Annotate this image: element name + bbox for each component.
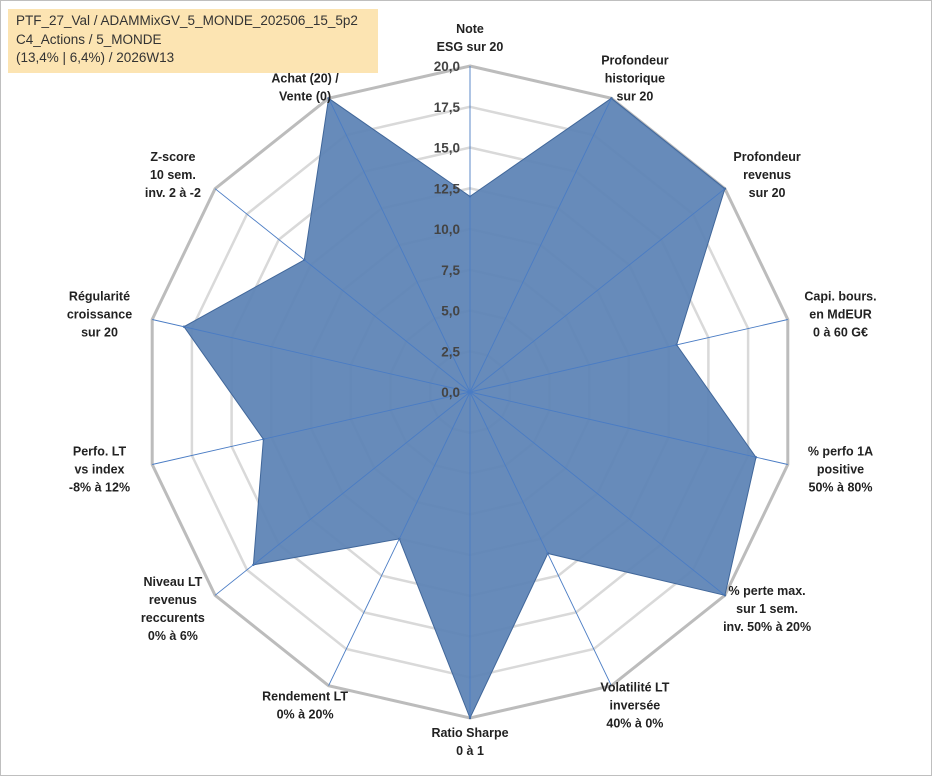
axis-label: sur 20 xyxy=(616,90,653,104)
axis-label: Niveau LT xyxy=(143,575,202,589)
tick-label: 2,5 xyxy=(441,344,460,359)
radar-axis-labels: Note ESG sur 20 Profondeur historique sur 20… xyxy=(67,22,877,758)
axis-spoke xyxy=(469,98,612,393)
tick-label: 12,5 xyxy=(434,181,461,196)
axis-label: Note xyxy=(456,22,484,36)
axis-spoke xyxy=(469,391,788,465)
axis-label: 50% à 80% xyxy=(809,480,873,494)
axis-label: Perfo. LT xyxy=(73,444,127,458)
axis-label: Profondeur xyxy=(733,150,800,164)
axis-label: Z-score xyxy=(150,150,195,164)
axis-label: Ratio Sharpe xyxy=(431,726,508,740)
axis-label: 40% à 0% xyxy=(606,717,663,731)
portfolio-name: PTF_27_Val / ADAMMixGV_5_MONDE_202506_15… xyxy=(16,13,358,28)
axis-label: % perfo 1A xyxy=(808,444,873,458)
axis-label: 0% à 6% xyxy=(148,629,198,643)
axis-spoke xyxy=(152,391,471,465)
axis-label: sur 20 xyxy=(81,326,118,340)
axis-label: Profondeur xyxy=(601,54,668,68)
axis-label: inversée xyxy=(610,699,661,713)
axis-label: Capi. bours. xyxy=(804,290,876,304)
axis-label: 10 sem. xyxy=(150,168,196,182)
tick-label: 15,0 xyxy=(434,141,460,156)
axis-label: Rendement LT xyxy=(262,690,348,704)
axis-label: historique xyxy=(605,72,665,86)
axis-spoke xyxy=(152,319,471,393)
axis-label: -8% à 12% xyxy=(69,480,130,494)
axis-spoke xyxy=(469,188,726,393)
tick-label: 5,0 xyxy=(441,304,460,319)
tick-label: 17,5 xyxy=(434,100,461,115)
axis-label: inv. 2 à -2 xyxy=(145,186,201,200)
axis-spoke xyxy=(469,391,726,596)
axis-label: 0% à 20% xyxy=(277,708,334,722)
axis-label: en MdEUR xyxy=(809,308,872,322)
portfolio-info-box: PTF_27_Val / ADAMMixGV_5_MONDE_202506_15… xyxy=(8,9,378,73)
axis-label: inv. 50% à 20% xyxy=(723,620,811,634)
tick-label: 0,0 xyxy=(441,385,460,400)
axis-label: 0 à 60 G€ xyxy=(813,326,868,340)
axis-label: sur 1 sem. xyxy=(736,602,798,616)
axis-label: % perte max. xyxy=(729,584,806,598)
axis-spoke xyxy=(328,391,471,686)
axis-spoke xyxy=(328,98,471,393)
axis-label: 0 à 1 xyxy=(456,744,484,758)
axis-spoke xyxy=(214,188,471,393)
portfolio-stats: (13,4% | 6,4%) / 2026W13 xyxy=(16,50,175,65)
tick-label: 20,0 xyxy=(434,59,460,74)
axis-spoke xyxy=(214,391,471,596)
axis-label: sur 20 xyxy=(749,186,786,200)
axis-label: revenus xyxy=(743,168,791,182)
axis-label: croissance xyxy=(67,308,132,322)
axis-spoke xyxy=(469,391,612,686)
tick-label: 7,5 xyxy=(441,263,460,278)
tick-label: 10,0 xyxy=(434,222,460,237)
axis-label: ESG sur 20 xyxy=(437,40,504,54)
axis-label: vs index xyxy=(74,462,124,476)
axis-label: Volatilité LT xyxy=(600,681,669,695)
radar-tick-labels: 0,0 2,5 5,0 7,5 10,0 12,5 15,0 17,5 20,0 xyxy=(434,59,461,400)
axis-label: reccurents xyxy=(141,611,205,625)
portfolio-category: C4_Actions / 5_MONDE xyxy=(16,31,162,47)
axis-spoke xyxy=(469,319,788,393)
axis-label: revenus xyxy=(149,593,197,607)
radar-spokes xyxy=(152,66,788,718)
axis-label: positive xyxy=(817,462,864,476)
axis-label: Vente (0) xyxy=(279,90,331,104)
axis-label: Régularité xyxy=(69,290,130,304)
axis-label: Achat (20) / xyxy=(271,72,339,86)
